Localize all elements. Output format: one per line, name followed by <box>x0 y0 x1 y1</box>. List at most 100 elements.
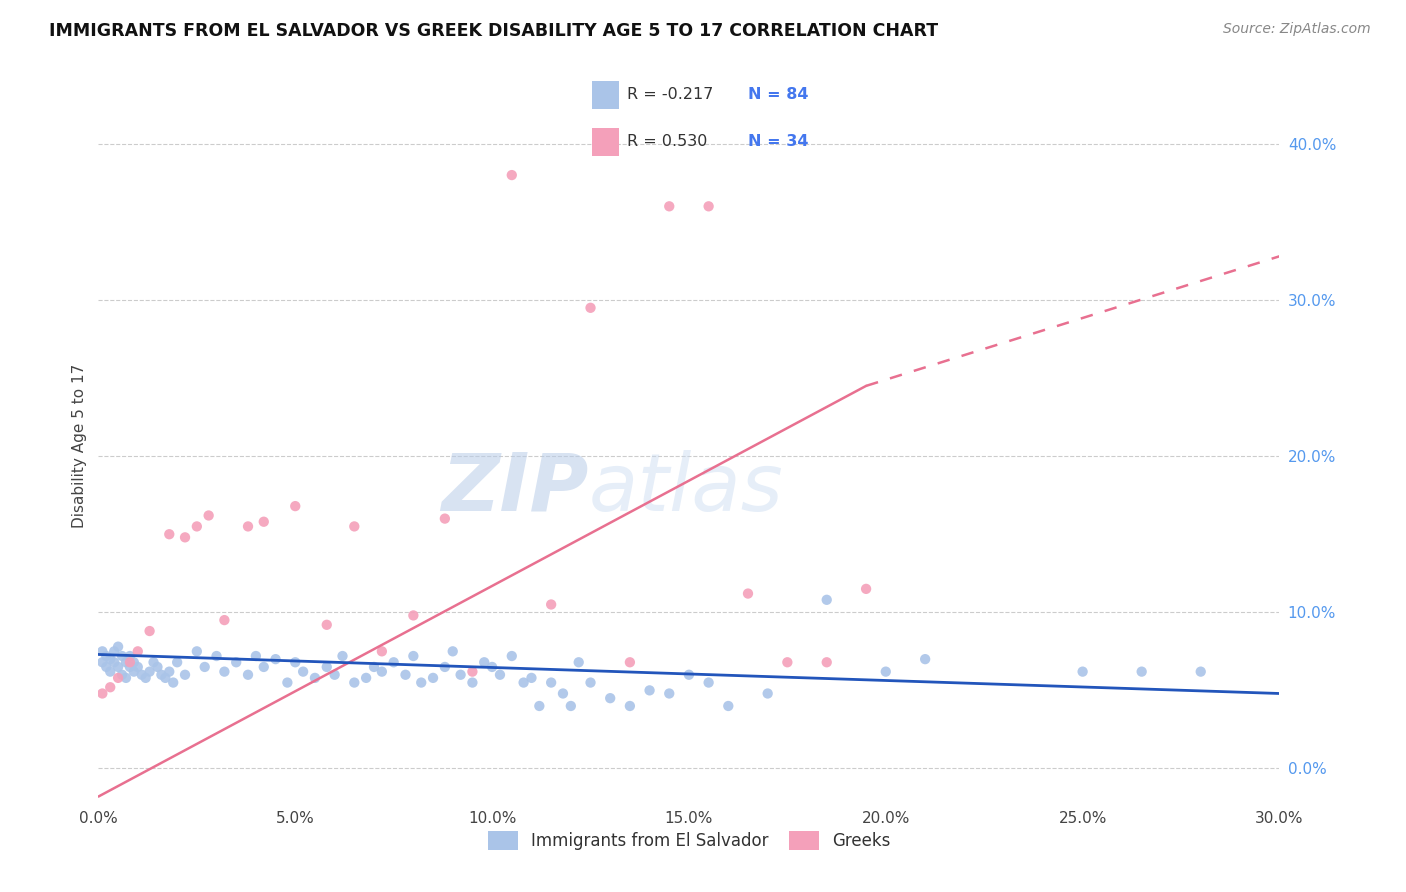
Point <box>122 665 145 679</box>
Point <box>540 675 562 690</box>
Point <box>174 667 197 681</box>
Point <box>315 660 337 674</box>
Point <box>737 586 759 600</box>
Point <box>619 698 641 713</box>
Point <box>520 671 543 685</box>
Point <box>284 655 307 669</box>
Point <box>332 648 354 663</box>
Point <box>194 660 217 674</box>
Y-axis label: Disability Age 5 to 17: Disability Age 5 to 17 <box>72 364 87 528</box>
Point <box>551 686 574 700</box>
Point <box>214 613 236 627</box>
Point <box>433 660 456 674</box>
Point <box>1130 665 1153 679</box>
Point <box>354 671 377 685</box>
Point <box>411 675 433 690</box>
Point <box>638 683 661 698</box>
Point <box>501 168 523 182</box>
Point <box>253 660 276 674</box>
Point <box>157 665 180 679</box>
Point <box>96 660 118 674</box>
Point <box>253 515 276 529</box>
Point <box>127 660 149 674</box>
Point <box>422 671 444 685</box>
Point <box>599 691 621 706</box>
Point <box>157 527 180 541</box>
Point <box>98 652 121 666</box>
Point <box>118 648 141 663</box>
Point <box>678 667 700 681</box>
Point <box>186 644 208 658</box>
Point <box>292 665 315 679</box>
Point <box>138 624 160 638</box>
Point <box>96 648 118 663</box>
Point <box>568 655 591 669</box>
Point <box>135 671 157 685</box>
Point <box>264 652 287 666</box>
Point <box>236 667 259 681</box>
Point <box>371 644 394 658</box>
Point <box>619 655 641 669</box>
Point <box>1071 665 1094 679</box>
Point <box>155 671 177 685</box>
Point <box>323 667 346 681</box>
Point <box>402 608 425 623</box>
Point <box>122 655 145 669</box>
Point <box>512 675 534 690</box>
Point <box>103 644 125 658</box>
Point <box>529 698 551 713</box>
Point <box>107 671 129 685</box>
Point <box>214 665 236 679</box>
Bar <box>592 81 619 109</box>
Point <box>489 667 512 681</box>
Point <box>205 648 228 663</box>
Point <box>118 660 141 674</box>
Point <box>103 655 125 669</box>
Point <box>579 675 602 690</box>
Text: R = 0.530: R = 0.530 <box>627 134 707 149</box>
Point <box>162 675 184 690</box>
Point <box>91 686 114 700</box>
Point <box>394 667 416 681</box>
Point <box>481 660 503 674</box>
Point <box>382 655 405 669</box>
Point <box>111 667 134 681</box>
Point <box>461 675 484 690</box>
Point <box>815 655 838 669</box>
Point <box>461 665 484 679</box>
Point <box>197 508 219 523</box>
Point <box>501 648 523 663</box>
Text: Source: ZipAtlas.com: Source: ZipAtlas.com <box>1223 22 1371 37</box>
Point <box>697 675 720 690</box>
Text: IMMIGRANTS FROM EL SALVADOR VS GREEK DISABILITY AGE 5 TO 17 CORRELATION CHART: IMMIGRANTS FROM EL SALVADOR VS GREEK DIS… <box>49 22 938 40</box>
Point <box>402 648 425 663</box>
Point <box>91 644 114 658</box>
Point <box>540 598 562 612</box>
Point <box>658 199 681 213</box>
Point <box>756 686 779 700</box>
Point <box>245 648 267 663</box>
Point <box>186 519 208 533</box>
Point <box>98 665 121 679</box>
Point <box>1189 665 1212 679</box>
Point <box>236 519 259 533</box>
Point <box>166 655 188 669</box>
Point <box>91 655 114 669</box>
Point <box>343 675 366 690</box>
Point <box>142 655 165 669</box>
Point <box>115 671 138 685</box>
Point <box>579 301 602 315</box>
Point <box>717 698 740 713</box>
Point <box>658 686 681 700</box>
Point <box>150 667 173 681</box>
Point <box>697 199 720 213</box>
Point <box>107 640 129 654</box>
Point <box>138 665 160 679</box>
Point <box>776 655 799 669</box>
Text: R = -0.217: R = -0.217 <box>627 87 714 102</box>
Point <box>98 680 121 694</box>
Bar <box>592 128 619 156</box>
Point <box>276 675 298 690</box>
Point <box>118 655 141 669</box>
Point <box>174 530 197 544</box>
